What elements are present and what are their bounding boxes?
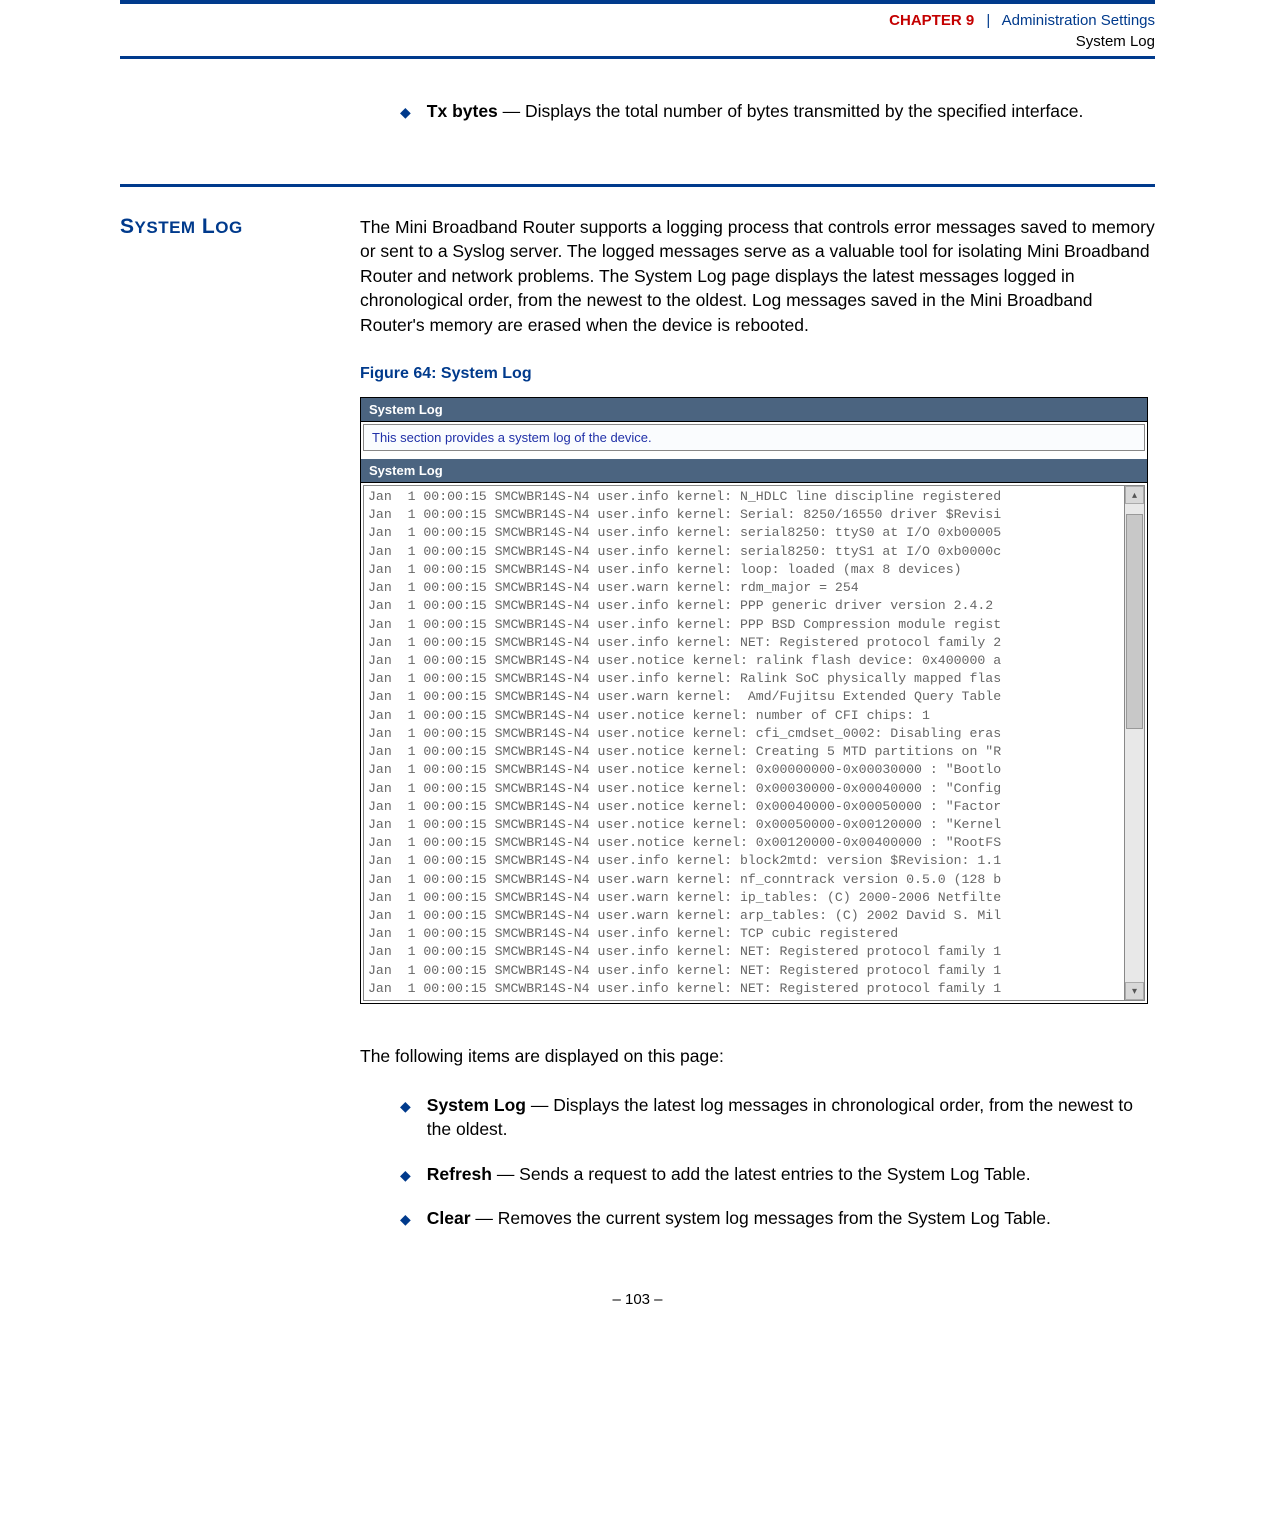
bullet-desc: — Removes the current system log message… [471,1208,1051,1228]
figure-caption: Figure 64: System Log [360,365,1155,383]
bullet-text: System Log — Displays the latest log mes… [427,1093,1155,1142]
heading-rest2: OG [215,218,242,237]
header-subsection: System Log [1076,33,1155,50]
bullet-term: Refresh [427,1164,492,1184]
bullet-item: ◆ System Log — Displays the latest log me… [360,1093,1155,1142]
bullet-desc: — Displays the latest log messages in ch… [427,1095,1133,1140]
scroll-up-button[interactable]: ▴ [1125,486,1144,504]
bullet-text: Tx bytes — Displays the total number of … [427,99,1155,124]
intro-paragraph: The Mini Broadband Router supports a log… [360,215,1155,338]
diamond-bullet-icon: ◆ [400,1210,411,1231]
bullet-item: ◆ Refresh — Sends a request to add the la… [360,1162,1155,1187]
diamond-bullet-icon: ◆ [400,1166,411,1187]
page: CHAPTER 9 | Administration Settings Syst… [0,0,1275,1368]
diamond-bullet-icon: ◆ [400,1097,411,1142]
bullet-tx-bytes: ◆ Tx bytes — Displays the total number o… [360,99,1155,124]
bullet-desc: — Displays the total number of bytes tra… [498,101,1084,121]
heading-rest1: YSTEM [135,218,196,237]
bullet-text: Refresh — Sends a request to add the lat… [427,1162,1155,1187]
follow-text: The following items are displayed on thi… [360,1044,1155,1069]
panel-title-1: System Log [361,398,1147,422]
scroll-thumb[interactable] [1126,514,1143,729]
section-divider [120,184,1155,187]
section-heading-system-log: SYSTEM LOG [120,215,360,239]
system-log-screenshot: System Log This section provides a syste… [360,397,1148,1004]
chapter-label: CHAPTER 9 [889,12,974,29]
bullet-desc: — Sends a request to add the latest entr… [492,1164,1031,1184]
heading-cap2: L [202,215,215,238]
header-rule-bottom [120,56,1155,59]
header-section: Administration Settings [1002,12,1155,29]
running-header: CHAPTER 9 | Administration Settings Syst… [120,4,1155,56]
scrollbar[interactable]: ▴ ▾ [1125,485,1145,1001]
panel-description: This section provides a system log of th… [363,424,1145,451]
header-separator: | [978,12,998,29]
diamond-bullet-icon: ◆ [400,103,411,124]
bullet-term: Tx bytes [427,101,498,121]
bullet-term: System Log [427,1095,526,1115]
bullet-term: Clear [427,1208,471,1228]
bullet-text: Clear — Removes the current system log m… [427,1206,1155,1231]
heading-cap1: S [120,215,135,238]
bullet-item: ◆ Clear — Removes the current system log … [360,1206,1155,1231]
panel-title-2: System Log [361,459,1147,483]
bullets-list: ◆ System Log — Displays the latest log me… [360,1093,1155,1231]
section-row: SYSTEM LOG The Mini Broadband Router sup… [120,215,1155,338]
log-area: Jan 1 00:00:15 SMCWBR14S-N4 user.info ke… [363,485,1145,1001]
log-textbox: Jan 1 00:00:15 SMCWBR14S-N4 user.info ke… [363,485,1125,1001]
scroll-track[interactable] [1125,504,1144,982]
page-footer: – 103 – [120,1291,1155,1308]
scroll-down-button[interactable]: ▾ [1125,982,1144,1000]
